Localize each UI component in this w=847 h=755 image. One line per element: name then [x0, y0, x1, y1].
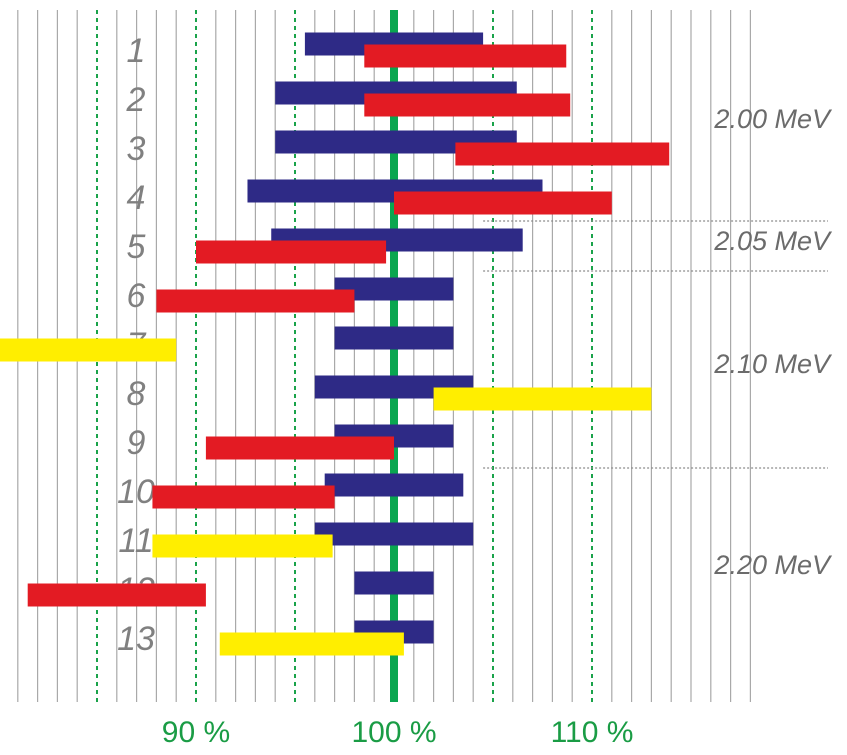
energy-group-label: 2.00 MeV	[713, 104, 833, 134]
bars	[0, 32, 670, 656]
x-tick-label: 90 %	[162, 716, 230, 749]
red-bar	[364, 93, 571, 117]
row-label: 3	[127, 130, 146, 168]
red-bar	[364, 44, 567, 68]
energy-group-label: 2.20 MeV	[713, 550, 833, 580]
blue-bar	[324, 473, 464, 497]
energy-group-label: 2.10 MeV	[713, 349, 833, 379]
red-bar	[196, 240, 387, 264]
blue-bar	[334, 326, 454, 350]
yellow-bar	[219, 632, 404, 656]
row-label: 13	[117, 620, 155, 658]
row-label: 6	[127, 277, 146, 315]
reference-line-100	[390, 10, 398, 702]
row-label: 10	[117, 473, 155, 511]
red-bar	[27, 583, 206, 607]
x-tick-labels: 90 % 100 % 110 %	[162, 716, 634, 749]
yellow-bar	[0, 338, 177, 362]
blue-bar	[314, 522, 474, 546]
row-label: 8	[127, 375, 146, 413]
red-bar	[394, 191, 612, 215]
row-label: 2	[126, 81, 146, 119]
row-label: 9	[127, 424, 146, 462]
yellow-bar	[433, 387, 652, 411]
row-label: 5	[127, 228, 146, 266]
red-bar	[455, 142, 670, 166]
blue-bar	[334, 277, 454, 301]
row-label: 11	[118, 522, 153, 560]
row-labels: 12345678910111213	[117, 32, 155, 658]
red-bar	[156, 289, 355, 313]
row-label: 1	[127, 32, 146, 70]
x-tick-label: 100 %	[351, 716, 436, 749]
row-label: 4	[127, 179, 146, 217]
energy-group-label: 2.05 MeV	[713, 226, 833, 256]
energy-group-separators	[483, 220, 828, 469]
yellow-bar	[152, 534, 333, 558]
blue-bar	[314, 375, 474, 399]
energy-labels: 2.00 MeV 2.05 MeV 2.10 MeV 2.20 MeV	[713, 104, 833, 580]
red-bar	[152, 485, 335, 509]
red-bar	[205, 436, 394, 460]
blue-bar	[354, 571, 434, 595]
x-tick-label: 110 %	[551, 716, 634, 749]
